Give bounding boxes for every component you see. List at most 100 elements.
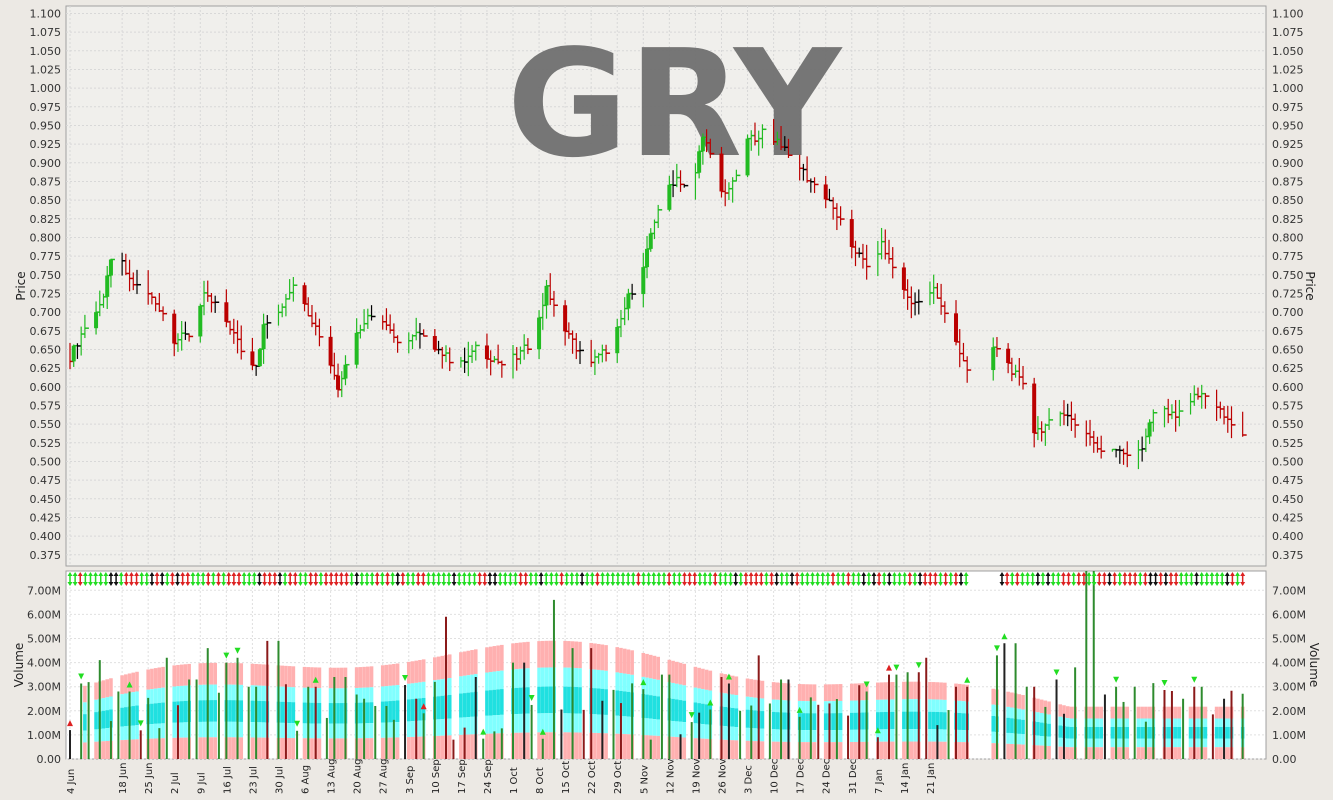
- price-tick-label: 0.475: [1272, 474, 1304, 487]
- volume-band-core: [838, 713, 843, 730]
- volume-band-middle: [1110, 718, 1115, 727]
- signal-down-arrow: [369, 582, 375, 586]
- price-tick-label: 1.100: [1272, 7, 1304, 20]
- signal-down-arrow: [1122, 582, 1128, 586]
- volume-band-upper: [876, 682, 880, 700]
- volume-band-middle: [500, 670, 504, 690]
- volume-band-middle: [388, 685, 392, 702]
- volume-band-lower: [823, 742, 828, 759]
- volume-band-middle: [909, 699, 914, 712]
- volume-band-middle: [109, 696, 113, 710]
- volume-band-middle: [1099, 718, 1103, 727]
- volume-band-middle: [831, 730, 835, 743]
- volume-band-core: [392, 700, 396, 723]
- signal-up-arrow: [1229, 572, 1235, 576]
- price-tick-label: 0.725: [1272, 287, 1304, 300]
- volume-band-middle: [902, 699, 906, 712]
- volume-band-upper: [708, 670, 713, 691]
- date-tick-label: 1 Oct: [509, 767, 520, 794]
- signal-down-arrow: [323, 582, 329, 586]
- volume-band-lower: [447, 735, 452, 759]
- volume-band-lower: [150, 738, 154, 759]
- signal-up-arrow: [169, 572, 175, 576]
- signal-up-arrow: [932, 572, 938, 576]
- volume-band-middle: [935, 699, 940, 712]
- volume-band-core: [730, 707, 735, 727]
- volume-band-middle: [693, 723, 698, 739]
- volume-band-middle: [1010, 733, 1014, 744]
- price-body: [250, 351, 255, 366]
- volume-band-core: [991, 715, 996, 732]
- volume-signal-marker: [863, 681, 870, 688]
- volume-band-core: [890, 711, 895, 730]
- volume-band-middle: [1088, 738, 1092, 748]
- signal-up-arrow: [1050, 572, 1056, 576]
- volume-tick-label: 6.00M: [27, 608, 61, 621]
- volume-band-core: [436, 696, 441, 720]
- volume-band-middle: [682, 722, 687, 738]
- date-tick-label: 19 Nov: [691, 758, 702, 794]
- volume-band-core: [544, 686, 549, 714]
- signal-up-arrow: [190, 572, 196, 576]
- volume-band-lower: [1017, 744, 1022, 759]
- volume-band-middle: [421, 681, 426, 698]
- volume-band-core: [1110, 726, 1115, 739]
- signal-down-arrow: [405, 582, 411, 586]
- price-tick-label: 0.900: [30, 157, 62, 170]
- signal-down-arrow: [584, 582, 590, 586]
- volume-band-middle: [596, 669, 601, 689]
- price-tick-label: 0.825: [30, 213, 62, 226]
- date-tick-label: 6 Aug: [301, 765, 312, 794]
- volume-band-core: [209, 700, 214, 722]
- signal-down-arrow: [277, 582, 283, 586]
- signal-up-arrow: [743, 572, 749, 576]
- volume-band-middle: [1173, 738, 1178, 748]
- volume-band-lower: [1088, 747, 1092, 759]
- volume-band-upper: [101, 680, 106, 699]
- volume-band-lower: [782, 741, 787, 759]
- date-tick-label: 16 Jul: [222, 766, 233, 794]
- volume-tick-label: 5.00M: [27, 632, 61, 645]
- signal-up-arrow: [241, 572, 247, 576]
- volume-band-middle: [701, 689, 705, 704]
- signal-up-arrow: [656, 572, 662, 576]
- volume-band-core: [902, 711, 906, 730]
- volume-band-middle: [913, 699, 917, 712]
- signal-up-arrow: [666, 572, 672, 576]
- signal-up-arrow: [1194, 572, 1200, 576]
- volume-band-core: [250, 700, 255, 723]
- price-tick-label: 0.450: [30, 493, 62, 506]
- signal-up-arrow: [251, 572, 257, 576]
- volume-band-middle: [172, 722, 177, 738]
- price-body: [641, 267, 646, 295]
- signal-up-arrow: [1204, 572, 1210, 576]
- volume-band-core: [124, 707, 128, 727]
- volume-band-middle: [336, 723, 340, 739]
- price-tick-label: 0.525: [1272, 437, 1304, 450]
- volume-band-lower: [135, 739, 139, 759]
- signal-up-arrow: [98, 572, 104, 576]
- volume-band-middle: [563, 713, 567, 733]
- signal-up-arrow: [328, 572, 334, 576]
- signal-up-arrow: [369, 572, 375, 576]
- signal-down-arrow: [108, 582, 114, 586]
- volume-band-upper: [641, 652, 646, 677]
- volume-band-upper: [317, 667, 322, 689]
- signal-down-arrow: [1081, 582, 1087, 586]
- signal-down-arrow: [758, 582, 764, 586]
- volume-band-core: [701, 703, 705, 725]
- volume-band-middle: [734, 695, 739, 709]
- volume-band-middle: [436, 719, 441, 736]
- signal-up-arrow: [349, 572, 355, 576]
- price-body: [71, 345, 76, 362]
- price-tick-label: 0.375: [1272, 549, 1304, 562]
- signal-down-arrow: [338, 582, 344, 586]
- volume-band-middle: [615, 715, 620, 734]
- volume-band-core: [760, 711, 765, 729]
- signal-up-arrow: [72, 572, 78, 576]
- signal-down-arrow: [533, 582, 539, 586]
- volume-band-middle: [94, 699, 98, 713]
- volume-band-middle: [466, 675, 471, 693]
- price-body: [700, 137, 705, 152]
- signal-down-arrow: [333, 582, 339, 586]
